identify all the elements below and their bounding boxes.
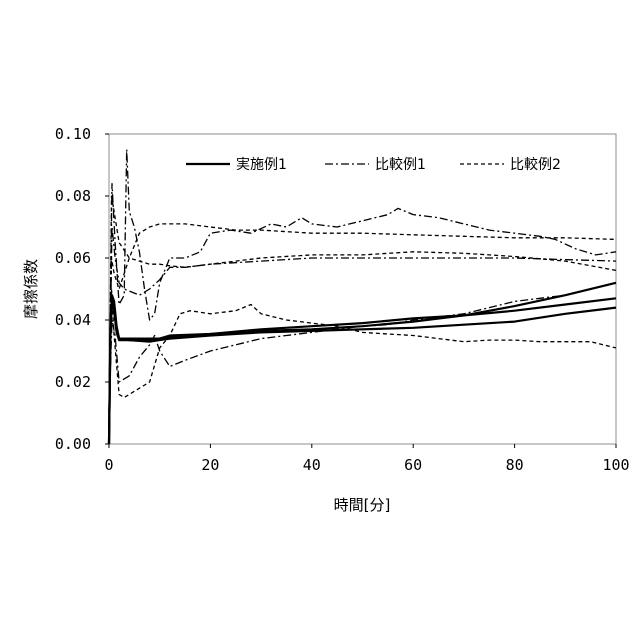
y-tick-label: 0.04	[55, 311, 91, 329]
y-tick-label: 0.08	[55, 187, 91, 205]
y-tick-label: 0.06	[55, 249, 91, 267]
plot-area	[109, 134, 616, 444]
y-tick-label: 0.00	[55, 435, 91, 453]
x-tick-label: 80	[506, 456, 524, 474]
legend-label-3: 比較例2	[510, 157, 561, 173]
x-tick-label: 40	[303, 456, 321, 474]
x-axis-label: 時間[分]	[334, 496, 391, 514]
y-tick-label: 0.02	[55, 373, 91, 391]
y-tick-label: 0.10	[55, 125, 91, 143]
x-tick-label: 100	[602, 456, 629, 474]
legend-label-1: 実施例1	[236, 157, 287, 173]
y-axis-label: 摩擦係数	[22, 259, 40, 319]
x-tick-label: 0	[104, 456, 113, 474]
x-tick-label: 60	[404, 456, 422, 474]
x-tick-label: 20	[201, 456, 219, 474]
legend-label-2: 比較例1	[375, 157, 426, 173]
